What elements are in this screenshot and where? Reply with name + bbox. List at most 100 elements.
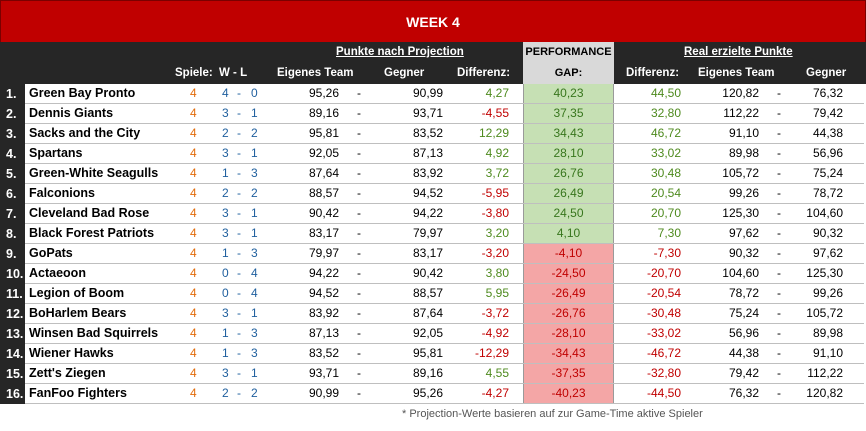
team-name: Falconions: [29, 186, 95, 200]
rank: 14.: [0, 344, 25, 364]
wl-dash: -: [237, 226, 241, 240]
proj-diff: -5,95: [481, 186, 509, 200]
games-played: 4: [190, 106, 197, 120]
performance-gap: 40,23: [523, 84, 614, 103]
real-diff: -7,30: [653, 246, 681, 260]
real-dash: -: [777, 166, 781, 180]
wl-dash: -: [237, 86, 241, 100]
row-cells: Cleveland Bad Rose 4 3-1 90,42-94,22 -3,80 24…: [25, 204, 864, 224]
losses: 3: [251, 166, 258, 180]
rank: 5.: [0, 164, 25, 184]
team-name: FanFoo Fighters: [29, 386, 127, 400]
real-own: 105,72: [722, 166, 759, 180]
table-row: 6. Falconions 4 2-2 88,57-94,52 -5,95 26,49 20,…: [0, 184, 866, 204]
team-name: Green Bay Pronto: [29, 86, 136, 100]
proj-opp: 83,92: [412, 166, 443, 180]
wl-dash: -: [237, 306, 241, 320]
losses: 0: [251, 86, 258, 100]
performance-gap-header: PERFORMANCE GAP:: [523, 42, 614, 84]
proj-dash: -: [357, 126, 361, 140]
rank: 3.: [0, 124, 25, 144]
proj-dash: -: [357, 226, 361, 240]
real-diff: -33,02: [646, 326, 681, 340]
row-cells: FanFoo Fighters 4 2-2 90,99-95,26 -4,27 -40,2…: [25, 384, 864, 404]
own-team-header: Eigenes Team: [277, 67, 354, 79]
performance-gap: 4,10: [523, 224, 614, 243]
real-own: 112,22: [723, 106, 759, 120]
proj-own: 87,64: [308, 166, 339, 180]
proj-dash: -: [357, 366, 361, 380]
real-own: 99,26: [728, 186, 759, 200]
performance-gap: 24,50: [523, 204, 614, 223]
real-dash: -: [777, 326, 781, 340]
real-diff: -46,72: [646, 346, 681, 360]
real-opp: 56,96: [812, 146, 843, 160]
losses: 1: [251, 226, 258, 240]
real-own-team-header: Eigenes Team: [698, 67, 775, 79]
real-opp: 89,98: [812, 326, 843, 340]
games-played: 4: [190, 326, 197, 340]
wl-dash: -: [237, 206, 241, 220]
real-dash: -: [777, 126, 781, 140]
wl-dash: -: [237, 246, 241, 260]
table-row: 14. Wiener Hawks 4 1-3 83,52-95,81 -12,29 -34,…: [0, 344, 866, 364]
real-own: 125,30: [722, 206, 759, 220]
real-diff: -20,70: [646, 266, 681, 280]
real-own: 75,24: [728, 306, 759, 320]
rank: 15.: [0, 364, 25, 384]
real-own: 91,10: [728, 126, 759, 140]
games-played: 4: [190, 146, 197, 160]
wins: 2: [222, 186, 229, 200]
row-cells: Sacks and the City 4 2-2 95,81-83,52 12,29 34…: [25, 124, 864, 144]
wl-dash: -: [237, 266, 241, 280]
losses: 1: [251, 306, 258, 320]
proj-diff: 4,55: [485, 366, 509, 380]
team-name: Wiener Hawks: [29, 346, 114, 360]
real-opp: 78,72: [812, 186, 843, 200]
real-dash: -: [777, 386, 781, 400]
wins: 3: [222, 226, 229, 240]
proj-opp: 93,71: [412, 106, 443, 120]
real-dash: -: [777, 186, 781, 200]
games-played: 4: [190, 386, 197, 400]
performance-gap: 26,76: [523, 164, 614, 183]
real-diff: 20,70: [650, 206, 681, 220]
wl-dash: -: [237, 386, 241, 400]
real-opp: 99,26: [812, 286, 843, 300]
real-own: 97,62: [728, 226, 759, 240]
real-opp: 104,60: [806, 206, 843, 220]
games-played: 4: [190, 166, 197, 180]
table-row: 13. Winsen Bad Squirrels 4 1-3 87,13-92,05 -4…: [0, 324, 866, 344]
real-opp: 90,32: [812, 226, 843, 240]
proj-opp: 90,42: [412, 266, 443, 280]
proj-dash: -: [357, 186, 361, 200]
table-row: 2. Dennis Giants 4 3-1 89,16-93,71 -4,55 37,35…: [0, 104, 866, 124]
performance-gap: -34,43: [523, 344, 614, 363]
team-name: Spartans: [29, 146, 83, 160]
losses: 1: [251, 146, 258, 160]
proj-opp: 95,81: [412, 346, 443, 360]
team-name: BoHarlem Bears: [29, 306, 127, 320]
row-cells: Winsen Bad Squirrels 4 1-3 87,13-92,05 -4,92…: [25, 324, 864, 344]
performance-gap: -4,10: [523, 244, 614, 263]
table-row: 4. Spartans 4 3-1 92,05-87,13 4,92 28,10 33,02 8…: [0, 144, 866, 164]
table-row: 1. Green Bay Pronto 4 4-0 95,26-90,99 4,27 40,…: [0, 84, 866, 104]
rank: 16.: [0, 384, 25, 404]
team-name: Cleveland Bad Rose: [29, 206, 150, 220]
rank: 1.: [0, 84, 25, 104]
row-cells: Zett's Ziegen 4 3-1 93,71-89,16 4,55 -37,35 -3…: [25, 364, 864, 384]
table-row: 5. Green-White Seagulls 4 1-3 87,64-83,92 3,7…: [0, 164, 866, 184]
real-diff: 44,50: [650, 86, 681, 100]
games-played: 4: [190, 266, 197, 280]
diff-header: Differenz:: [457, 67, 511, 79]
proj-diff: 3,72: [485, 166, 509, 180]
rank: 11.: [0, 284, 25, 304]
proj-own: 83,17: [308, 226, 339, 240]
team-name: GoPats: [29, 246, 73, 260]
footnote: * Projection-Werte basieren auf zur Game…: [402, 408, 703, 420]
real-opponent-header: Gegner: [806, 67, 847, 79]
rank: 6.: [0, 184, 25, 204]
real-dash: -: [777, 106, 781, 120]
team-name: Sacks and the City: [29, 126, 141, 140]
